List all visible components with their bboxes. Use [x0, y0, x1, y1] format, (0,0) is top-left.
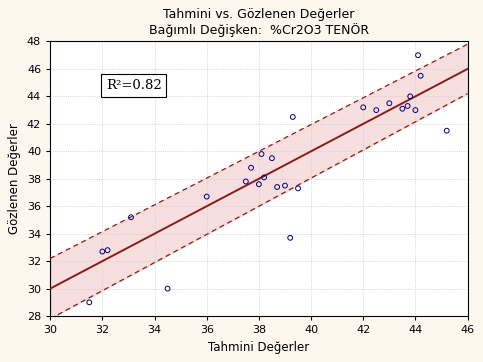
Point	[412, 107, 419, 113]
Point	[398, 106, 406, 111]
Point	[406, 93, 414, 99]
Point	[417, 73, 425, 79]
Y-axis label: Gözlenen Değerler: Gözlenen Değerler	[8, 123, 21, 234]
Title: Tahmini vs. Gözlenen Değerler
Bağımlı Değişken:  %Cr2O3 TENÖR: Tahmini vs. Gözlenen Değerler Bağımlı De…	[149, 8, 369, 38]
Point	[385, 100, 393, 106]
Point	[257, 151, 265, 157]
Point	[85, 299, 93, 305]
Point	[242, 178, 250, 184]
Point	[104, 247, 112, 253]
Point	[203, 194, 211, 199]
Text: R²=0.82: R²=0.82	[106, 79, 161, 92]
Point	[268, 155, 276, 161]
Point	[281, 183, 289, 189]
Point	[286, 235, 294, 241]
Point	[294, 185, 302, 191]
Point	[99, 249, 106, 254]
Point	[260, 174, 268, 180]
Point	[359, 105, 367, 110]
Point	[414, 52, 422, 58]
Point	[273, 184, 281, 190]
Point	[404, 103, 412, 109]
Point	[164, 286, 171, 291]
Point	[247, 165, 255, 171]
Point	[372, 107, 380, 113]
Point	[289, 114, 297, 120]
Point	[127, 214, 135, 220]
Point	[255, 181, 263, 187]
X-axis label: Tahmini Değerler: Tahmini Değerler	[208, 341, 310, 354]
Point	[443, 128, 451, 134]
